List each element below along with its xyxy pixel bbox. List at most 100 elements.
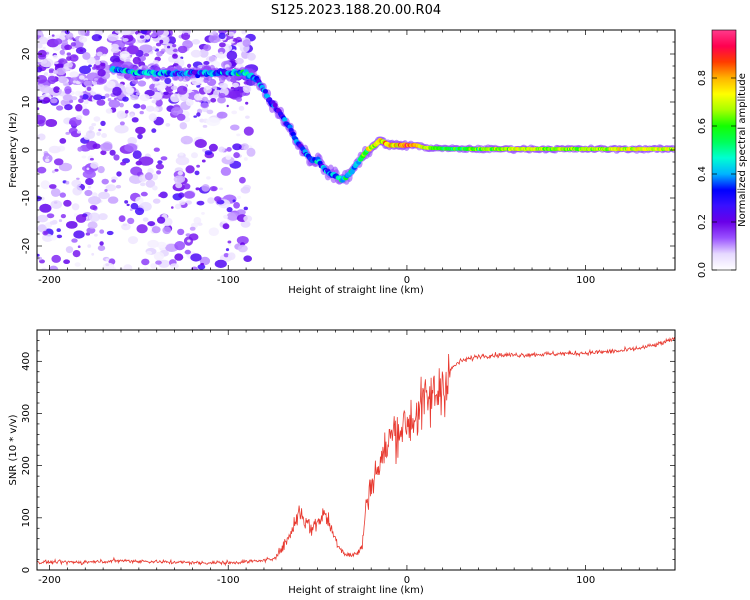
- spectrogram-noise-cell: [92, 143, 101, 149]
- spectrogram-noise-cell: [111, 179, 117, 183]
- spectrogram-noise-cell: [77, 245, 81, 248]
- spectrogram-noise-cell: [158, 193, 163, 197]
- spectrogram-noise-cell: [232, 39, 238, 42]
- spectrogram-noise-cell: [41, 267, 47, 270]
- spectrogram-noise-cell: [112, 267, 116, 270]
- spectrogram-noise-cell: [160, 48, 166, 53]
- spectrogram-noise-cell: [66, 56, 72, 61]
- spectrogram-noise-cell: [40, 180, 50, 190]
- spectrogram-noise-cell: [48, 265, 59, 270]
- spectrogram-noise-cell: [243, 255, 252, 262]
- spectrogram-noise-cell: [109, 149, 116, 156]
- spectrogram-noise-cell: [153, 251, 165, 261]
- spectrogram-noise-cell: [127, 137, 137, 145]
- spectrogram-noise-cell: [187, 89, 192, 93]
- spectrogram-noise-cell: [177, 228, 185, 236]
- spectrogram-noise-cell: [141, 258, 150, 266]
- spectrogram-noise-cell: [85, 178, 94, 185]
- spectrogram-noise-cell: [226, 147, 232, 152]
- spectrogram-noise-cell: [37, 114, 46, 125]
- spectrogram-noise-cell: [50, 98, 58, 104]
- spectrogram-noise-cell: [106, 230, 114, 236]
- spectrogram-noise-cell: [124, 110, 129, 114]
- spectrogram-noise-cell: [56, 105, 64, 111]
- spectrogram-noise-cell: [194, 139, 207, 148]
- spectrogram-noise-cell: [100, 142, 113, 152]
- spectrogram-noise-cell: [89, 157, 94, 161]
- spectrogram-noise-cell: [200, 102, 209, 109]
- spectrogram-noise-cell: [59, 138, 67, 144]
- spectrogram-noise-cell: [92, 66, 96, 70]
- spectrogram-noise-cell: [180, 56, 184, 60]
- spectrogram-noise-cell: [151, 99, 157, 104]
- spectrogram-noise-cell: [134, 207, 145, 216]
- colorbar-tick-label: 0.8: [697, 70, 708, 86]
- spectrogram-noise-cell: [132, 56, 141, 65]
- spectrogram-noise-cell: [242, 85, 252, 93]
- snr-y-tick-label: 100: [21, 508, 32, 527]
- spectrogram-y-ticks: -20 -10 0 10 20: [21, 29, 675, 271]
- spectrogram-noise-cell: [236, 97, 242, 102]
- spectrogram-noise-cell: [225, 154, 232, 160]
- spectrogram-noise-cell: [246, 147, 256, 157]
- spectrogram-noise-cell: [64, 104, 73, 111]
- spectrogram-noise-cell: [88, 196, 101, 205]
- spectrogram-noise-cell: [160, 156, 168, 161]
- spectrogram-ridge-cell: [290, 131, 296, 137]
- spectrogram-noise-cell: [94, 60, 101, 66]
- spectrogram-noise-cell: [243, 206, 248, 211]
- spectrogram-noise-cell: [71, 179, 82, 188]
- spectrogram-x-tick-label: 0: [404, 275, 410, 286]
- spectrogram-noise-cell: [218, 146, 225, 153]
- spectrogram-noise-cell: [191, 152, 198, 159]
- snr-x-tick-label: -200: [38, 575, 61, 586]
- spectrogram-noise-cell: [236, 236, 249, 245]
- spectrogram-noise-cell: [140, 104, 147, 110]
- spectrogram-noise-cell: [178, 192, 185, 198]
- snr-line: [37, 337, 675, 567]
- spectrogram-noise-cell: [114, 97, 117, 101]
- spectrogram-noise-cell: [100, 95, 106, 100]
- spectrogram-noise-cell: [139, 110, 144, 115]
- spectrogram-noise-cell: [101, 178, 109, 185]
- spectrogram-noise-cell: [172, 53, 178, 59]
- spectrogram-noise-cell: [156, 170, 162, 175]
- spectrogram-noise-cell: [56, 234, 63, 239]
- spectrogram-noise-cell: [147, 239, 160, 248]
- spectrogram-noise-cell: [209, 31, 213, 36]
- spectrogram-noise-cell: [114, 124, 129, 134]
- spectrogram-noise-cell: [207, 197, 215, 204]
- spectrogram-noise-cell: [165, 123, 171, 127]
- spectrogram-noise-cell: [81, 155, 87, 159]
- spectrogram-noise-cell: [164, 77, 172, 85]
- spectrogram-noise-cell: [82, 170, 96, 179]
- spectrogram-noise-cell: [113, 154, 120, 161]
- spectrogram-noise-cell: [84, 32, 90, 37]
- spectrogram-noise-cell: [225, 248, 230, 252]
- spectrogram-noise-cell: [121, 223, 131, 231]
- spectrogram-noise-cell: [61, 39, 68, 46]
- spectrogram-noise-cell: [193, 115, 197, 118]
- spectrogram-noise-cell: [91, 252, 95, 256]
- spectrogram-noise-cell: [107, 98, 112, 102]
- spectrogram-noise-cell: [124, 200, 129, 204]
- spectrogram-noise-cell: [155, 260, 162, 265]
- spectrogram-noise-cell: [135, 92, 141, 96]
- spectrogram-noise-cell: [63, 259, 70, 265]
- spectrogram-noise-cell: [208, 143, 218, 152]
- spectrogram-noise-cell: [63, 94, 73, 101]
- spectrogram-noise-cell: [227, 31, 235, 37]
- spectrogram-x-tick-label: 100: [576, 275, 595, 286]
- spectrogram-noise-cell: [235, 57, 244, 65]
- spectrogram-noise-cell: [183, 191, 195, 199]
- spectrogram-noise-cell: [119, 102, 124, 108]
- spectrogram-noise-cell: [72, 186, 82, 196]
- spectrogram-noise-cell: [87, 221, 98, 229]
- spectrogram-noise-cell: [131, 117, 139, 123]
- spectrogram-noise-cell: [51, 34, 55, 37]
- spectrogram-noise-cell: [162, 226, 172, 235]
- spectrogram-noise-cell: [156, 51, 163, 57]
- spectrogram-noise-cell: [54, 168, 59, 172]
- spectrogram-noise-cell: [187, 239, 191, 243]
